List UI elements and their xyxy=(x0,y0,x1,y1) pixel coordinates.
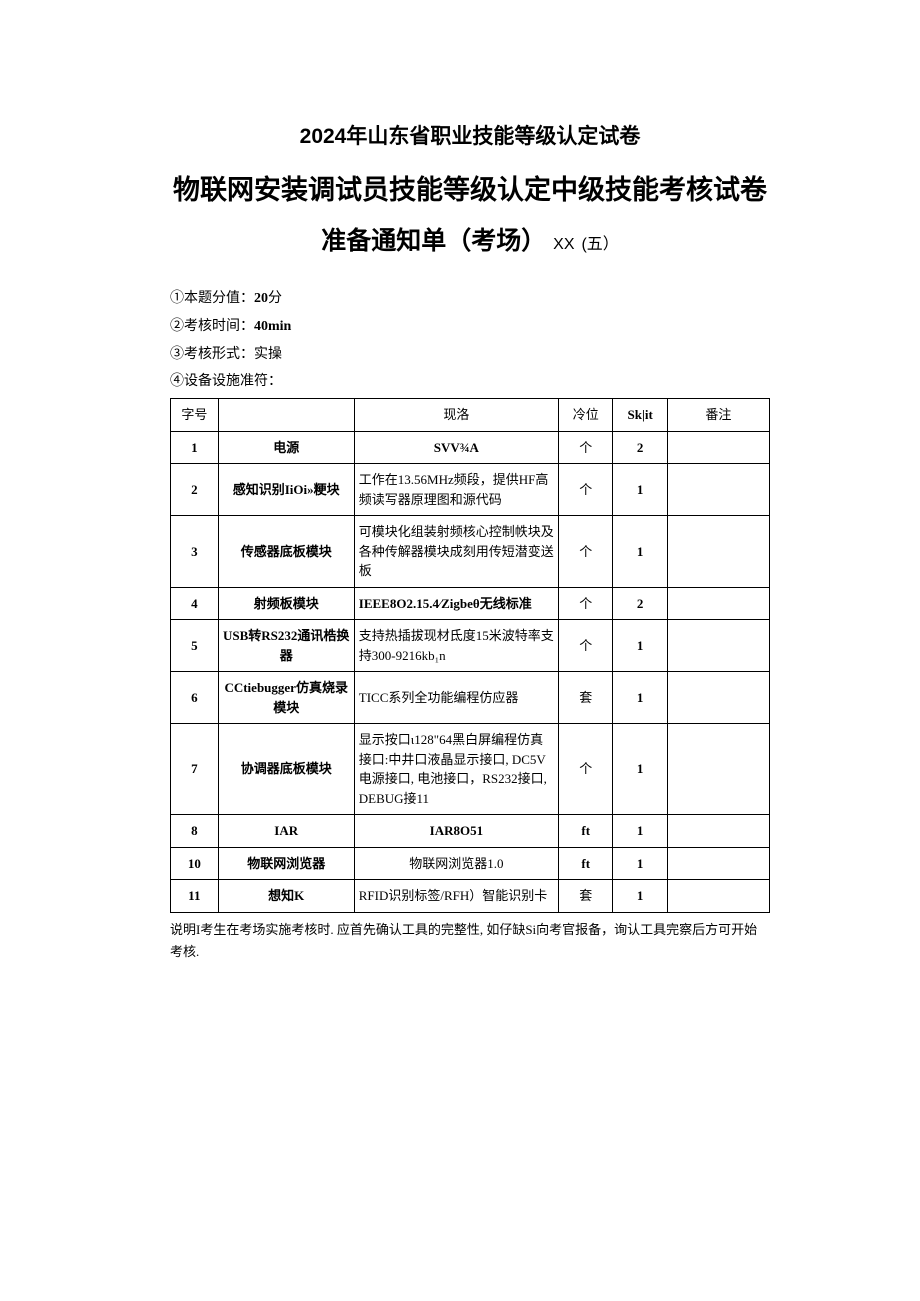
meta1-unit: 分 xyxy=(268,291,282,306)
cell-note xyxy=(667,587,769,620)
cell-name: 射频板模块 xyxy=(218,587,354,620)
title3-main: 准备通知单（考场） xyxy=(321,227,546,255)
meta1-value: 20 xyxy=(254,291,268,306)
cell-unit: ft xyxy=(558,847,612,880)
cell-spec: 物联网浏览器1.0 xyxy=(354,847,558,880)
title-line-1: 2024年山东省职业技能等级认定试卷 xyxy=(170,120,770,150)
cell-seq: 8 xyxy=(171,815,219,848)
meta2-prefix: ②考核时间： xyxy=(170,319,254,334)
cell-unit: 套 xyxy=(558,672,612,724)
cell-seq: 6 xyxy=(171,672,219,724)
table-row: 2感知识别IiOi»粳块工作在13.56MHz频段，提供HF高频读写器原理图和源… xyxy=(171,464,770,516)
table-row: 5USB转RS232通讯梏换器支持热插拔现材氐度15米波特率支持300-9216… xyxy=(171,620,770,672)
meta-line-3: ③考核形式：实操 xyxy=(170,343,770,367)
cell-qty: 1 xyxy=(613,847,667,880)
cell-unit: 个 xyxy=(558,516,612,588)
cell-seq: 10 xyxy=(171,847,219,880)
cell-seq: 4 xyxy=(171,587,219,620)
meta-line-1: ①本题分值：20分 xyxy=(170,287,770,311)
table-row: 4射频板模块IEEE8O2.15.4⁄Zigbeθ无线标准个2 xyxy=(171,587,770,620)
meta-line-2: ②考核时间：40min xyxy=(170,315,770,339)
cell-note xyxy=(667,431,769,464)
cell-name: CCtiebugger仿真烧录模块 xyxy=(218,672,354,724)
cell-qty: 2 xyxy=(613,431,667,464)
title-line-2: 物联网安装调试员技能等级认定中级技能考核试卷 xyxy=(170,168,770,207)
th-name xyxy=(218,399,354,432)
equipment-table: 字号 现洛 冷位 Sk|it 番注 1电源SVV¾A个22感知识别IiOi»粳块… xyxy=(170,398,770,913)
table-row: 8IARIAR8O51ft1 xyxy=(171,815,770,848)
cell-spec: IEEE8O2.15.4⁄Zigbeθ无线标准 xyxy=(354,587,558,620)
cell-spec: SVV¾A xyxy=(354,431,558,464)
table-row: 11想知KRFID识别标签/RFH）智能识别卡套1 xyxy=(171,880,770,913)
table-head: 字号 现洛 冷位 Sk|it 番注 xyxy=(171,399,770,432)
th-seq: 字号 xyxy=(171,399,219,432)
cell-name: 传感器底板模块 xyxy=(218,516,354,588)
cell-qty: 1 xyxy=(613,815,667,848)
cell-qty: 1 xyxy=(613,880,667,913)
cell-qty: 1 xyxy=(613,672,667,724)
cell-qty: 1 xyxy=(613,464,667,516)
cell-unit: 个 xyxy=(558,431,612,464)
cell-name: USB转RS232通讯梏换器 xyxy=(218,620,354,672)
cell-name: IAR xyxy=(218,815,354,848)
meta1-prefix: ①本题分值： xyxy=(170,291,254,306)
table-row: 1电源SVV¾A个2 xyxy=(171,431,770,464)
cell-unit: 个 xyxy=(558,724,612,815)
cell-note xyxy=(667,847,769,880)
cell-name: 感知识别IiOi»粳块 xyxy=(218,464,354,516)
cell-name: 电源 xyxy=(218,431,354,464)
meta3-text: ③考核形式：实操 xyxy=(170,347,282,362)
cell-note xyxy=(667,724,769,815)
table-body: 1电源SVV¾A个22感知识别IiOi»粳块工作在13.56MHz频段，提供HF… xyxy=(171,431,770,912)
cell-seq: 7 xyxy=(171,724,219,815)
cell-note xyxy=(667,815,769,848)
cell-qty: 1 xyxy=(613,620,667,672)
cell-qty: 1 xyxy=(613,724,667,815)
table-row: 6CCtiebugger仿真烧录模块TICC系列全功能编程仿应器套1 xyxy=(171,672,770,724)
cell-qty: 1 xyxy=(613,516,667,588)
th-spec: 现洛 xyxy=(354,399,558,432)
cell-note xyxy=(667,464,769,516)
title-line-3: 准备通知单（考场） XX (五） xyxy=(170,221,770,257)
cell-unit: 个 xyxy=(558,464,612,516)
cell-note xyxy=(667,516,769,588)
table-row: 10物联网浏览器物联网浏览器1.0ft1 xyxy=(171,847,770,880)
cell-name: 协调器底板模块 xyxy=(218,724,354,815)
cell-seq: 3 xyxy=(171,516,219,588)
meta2-value: 40min xyxy=(254,319,291,334)
cell-seq: 11 xyxy=(171,880,219,913)
table-row: 3传感器底板模块可模块化组装射频核心控制帙块及各种传解器模块成刻用传短潜变送板个… xyxy=(171,516,770,588)
cell-unit: ft xyxy=(558,815,612,848)
cell-spec: 可模块化组装射频核心控制帙块及各种传解器模块成刻用传短潜变送板 xyxy=(354,516,558,588)
cell-name: 物联网浏览器 xyxy=(218,847,354,880)
cell-unit: 个 xyxy=(558,587,612,620)
table-row: 7协调器底板模块显示按口ι128"64黑白屏编程仿真接口:中井口液晶显示接口, … xyxy=(171,724,770,815)
cell-name: 想知K xyxy=(218,880,354,913)
title3-suffix: XX xyxy=(553,236,574,253)
cell-unit: 个 xyxy=(558,620,612,672)
cell-spec: RFID识别标签/RFH）智能识别卡 xyxy=(354,880,558,913)
cell-spec: TICC系列全功能编程仿应器 xyxy=(354,672,558,724)
th-unit: 冷位 xyxy=(558,399,612,432)
cell-note xyxy=(667,672,769,724)
cell-spec: 显示按口ι128"64黑白屏编程仿真接口:中井口液晶显示接口, DC5V电源接口… xyxy=(354,724,558,815)
th-qty: Sk|it xyxy=(613,399,667,432)
cell-note xyxy=(667,620,769,672)
cell-spec: 支持热插拔现材氐度15米波特率支持300-9216kb₁n xyxy=(354,620,558,672)
cell-seq: 5 xyxy=(171,620,219,672)
cell-seq: 1 xyxy=(171,431,219,464)
meta-line-4: ④设备设施准符： xyxy=(170,370,770,394)
cell-unit: 套 xyxy=(558,880,612,913)
title3-paren: (五） xyxy=(581,236,618,253)
table-header-row: 字号 现洛 冷位 Sk|it 番注 xyxy=(171,399,770,432)
th-note: 番注 xyxy=(667,399,769,432)
footnote: 说明I考生在考场实施考核时. 应首先确认工具的完整性, 如仔缺Si向考官报备，询… xyxy=(170,919,770,963)
document-page: 2024年山东省职业技能等级认定试卷 物联网安装调试员技能等级认定中级技能考核试… xyxy=(0,0,920,1023)
cell-spec: IAR8O51 xyxy=(354,815,558,848)
cell-qty: 2 xyxy=(613,587,667,620)
cell-seq: 2 xyxy=(171,464,219,516)
cell-spec: 工作在13.56MHz频段，提供HF高频读写器原理图和源代码 xyxy=(354,464,558,516)
cell-note xyxy=(667,880,769,913)
meta4-prefix: ④设备设施准符： xyxy=(170,374,282,389)
